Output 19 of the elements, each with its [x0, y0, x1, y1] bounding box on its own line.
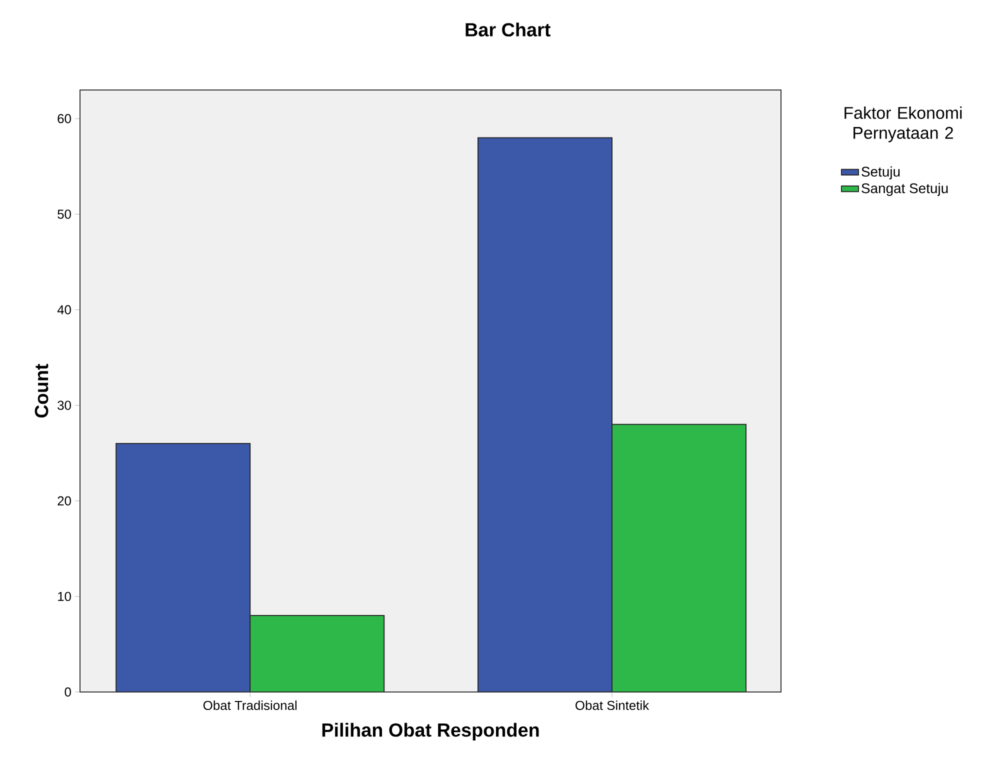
bar [478, 137, 613, 692]
bar [116, 443, 251, 692]
x-axis-title: Pilihan Obat Responden [322, 722, 539, 740]
y-tick-label: 20 [58, 496, 71, 506]
x-tick-label: Obat Sintetik [576, 700, 650, 710]
y-tick-label: 60 [58, 114, 71, 124]
y-tick-label: 40 [57, 305, 71, 314]
y-tick-label: 0 [64, 687, 71, 697]
bar [612, 424, 747, 692]
y-tick-label: 30 [58, 400, 71, 410]
x-tick-label: Obat Tradisional [203, 700, 296, 710]
chart-title: Bar Chart [466, 22, 550, 36]
y-tick-label: 10 [58, 592, 71, 602]
legend-label: Sangat Setuju [862, 182, 948, 196]
y-axis-title: Count [34, 364, 48, 418]
legend-label: Setuju [862, 166, 900, 180]
bar [250, 615, 385, 692]
legend-title: Faktor Ekonomi Pernyataan 2 [844, 106, 962, 142]
y-tick-label: 50 [58, 210, 71, 219]
